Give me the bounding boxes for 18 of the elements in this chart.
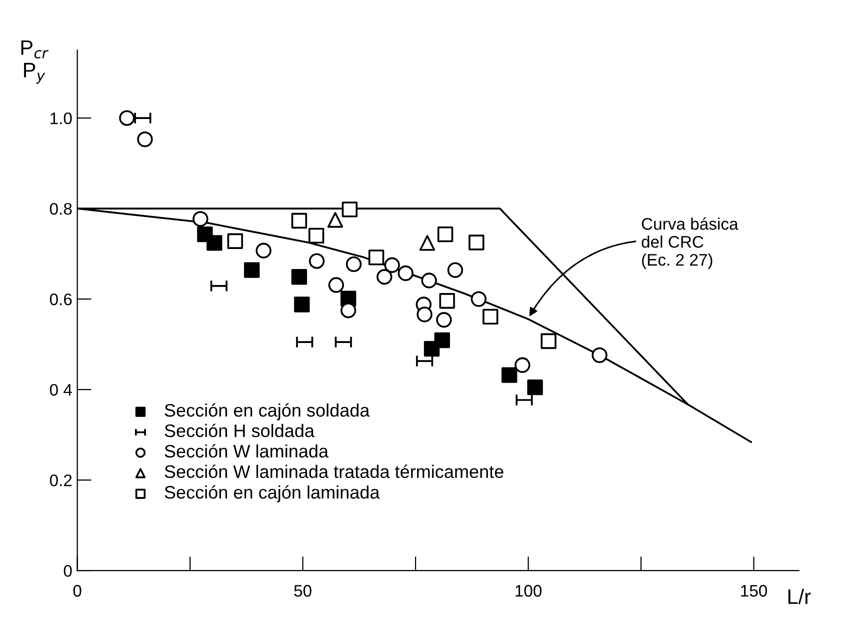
x-tick-label: 150 bbox=[741, 584, 768, 597]
y-tick-label: 1.0 bbox=[50, 112, 72, 124]
y-axis-title: P$_{cr}$ P$_{y}$ bbox=[21, 40, 49, 84]
x-tick-label: 100 bbox=[516, 584, 542, 597]
legend-label: Sección H soldada bbox=[164, 424, 315, 438]
y-tick-label: 0 4 bbox=[50, 384, 72, 396]
y-tick-label: 0.2 bbox=[50, 474, 72, 486]
x-tick-label: 50 bbox=[294, 584, 312, 597]
legend-label: Sección W laminada tratada térmicamente bbox=[164, 464, 504, 478]
y-tick-label: 0.6 bbox=[50, 293, 72, 306]
y-tick-label: 0 bbox=[64, 564, 72, 577]
y-tick-label: 0.8 bbox=[50, 202, 72, 215]
legend-label: Sección en cajón laminada bbox=[164, 485, 380, 502]
legend-label: Sección en cajón soldada bbox=[164, 403, 370, 420]
annotation: Curva básica del CRC (Ec. 2 27) bbox=[642, 217, 738, 270]
x-axis-title: L/r bbox=[788, 588, 811, 604]
legend-label: Sección W laminada bbox=[164, 444, 329, 458]
x-tick-label: 0 bbox=[73, 584, 82, 597]
